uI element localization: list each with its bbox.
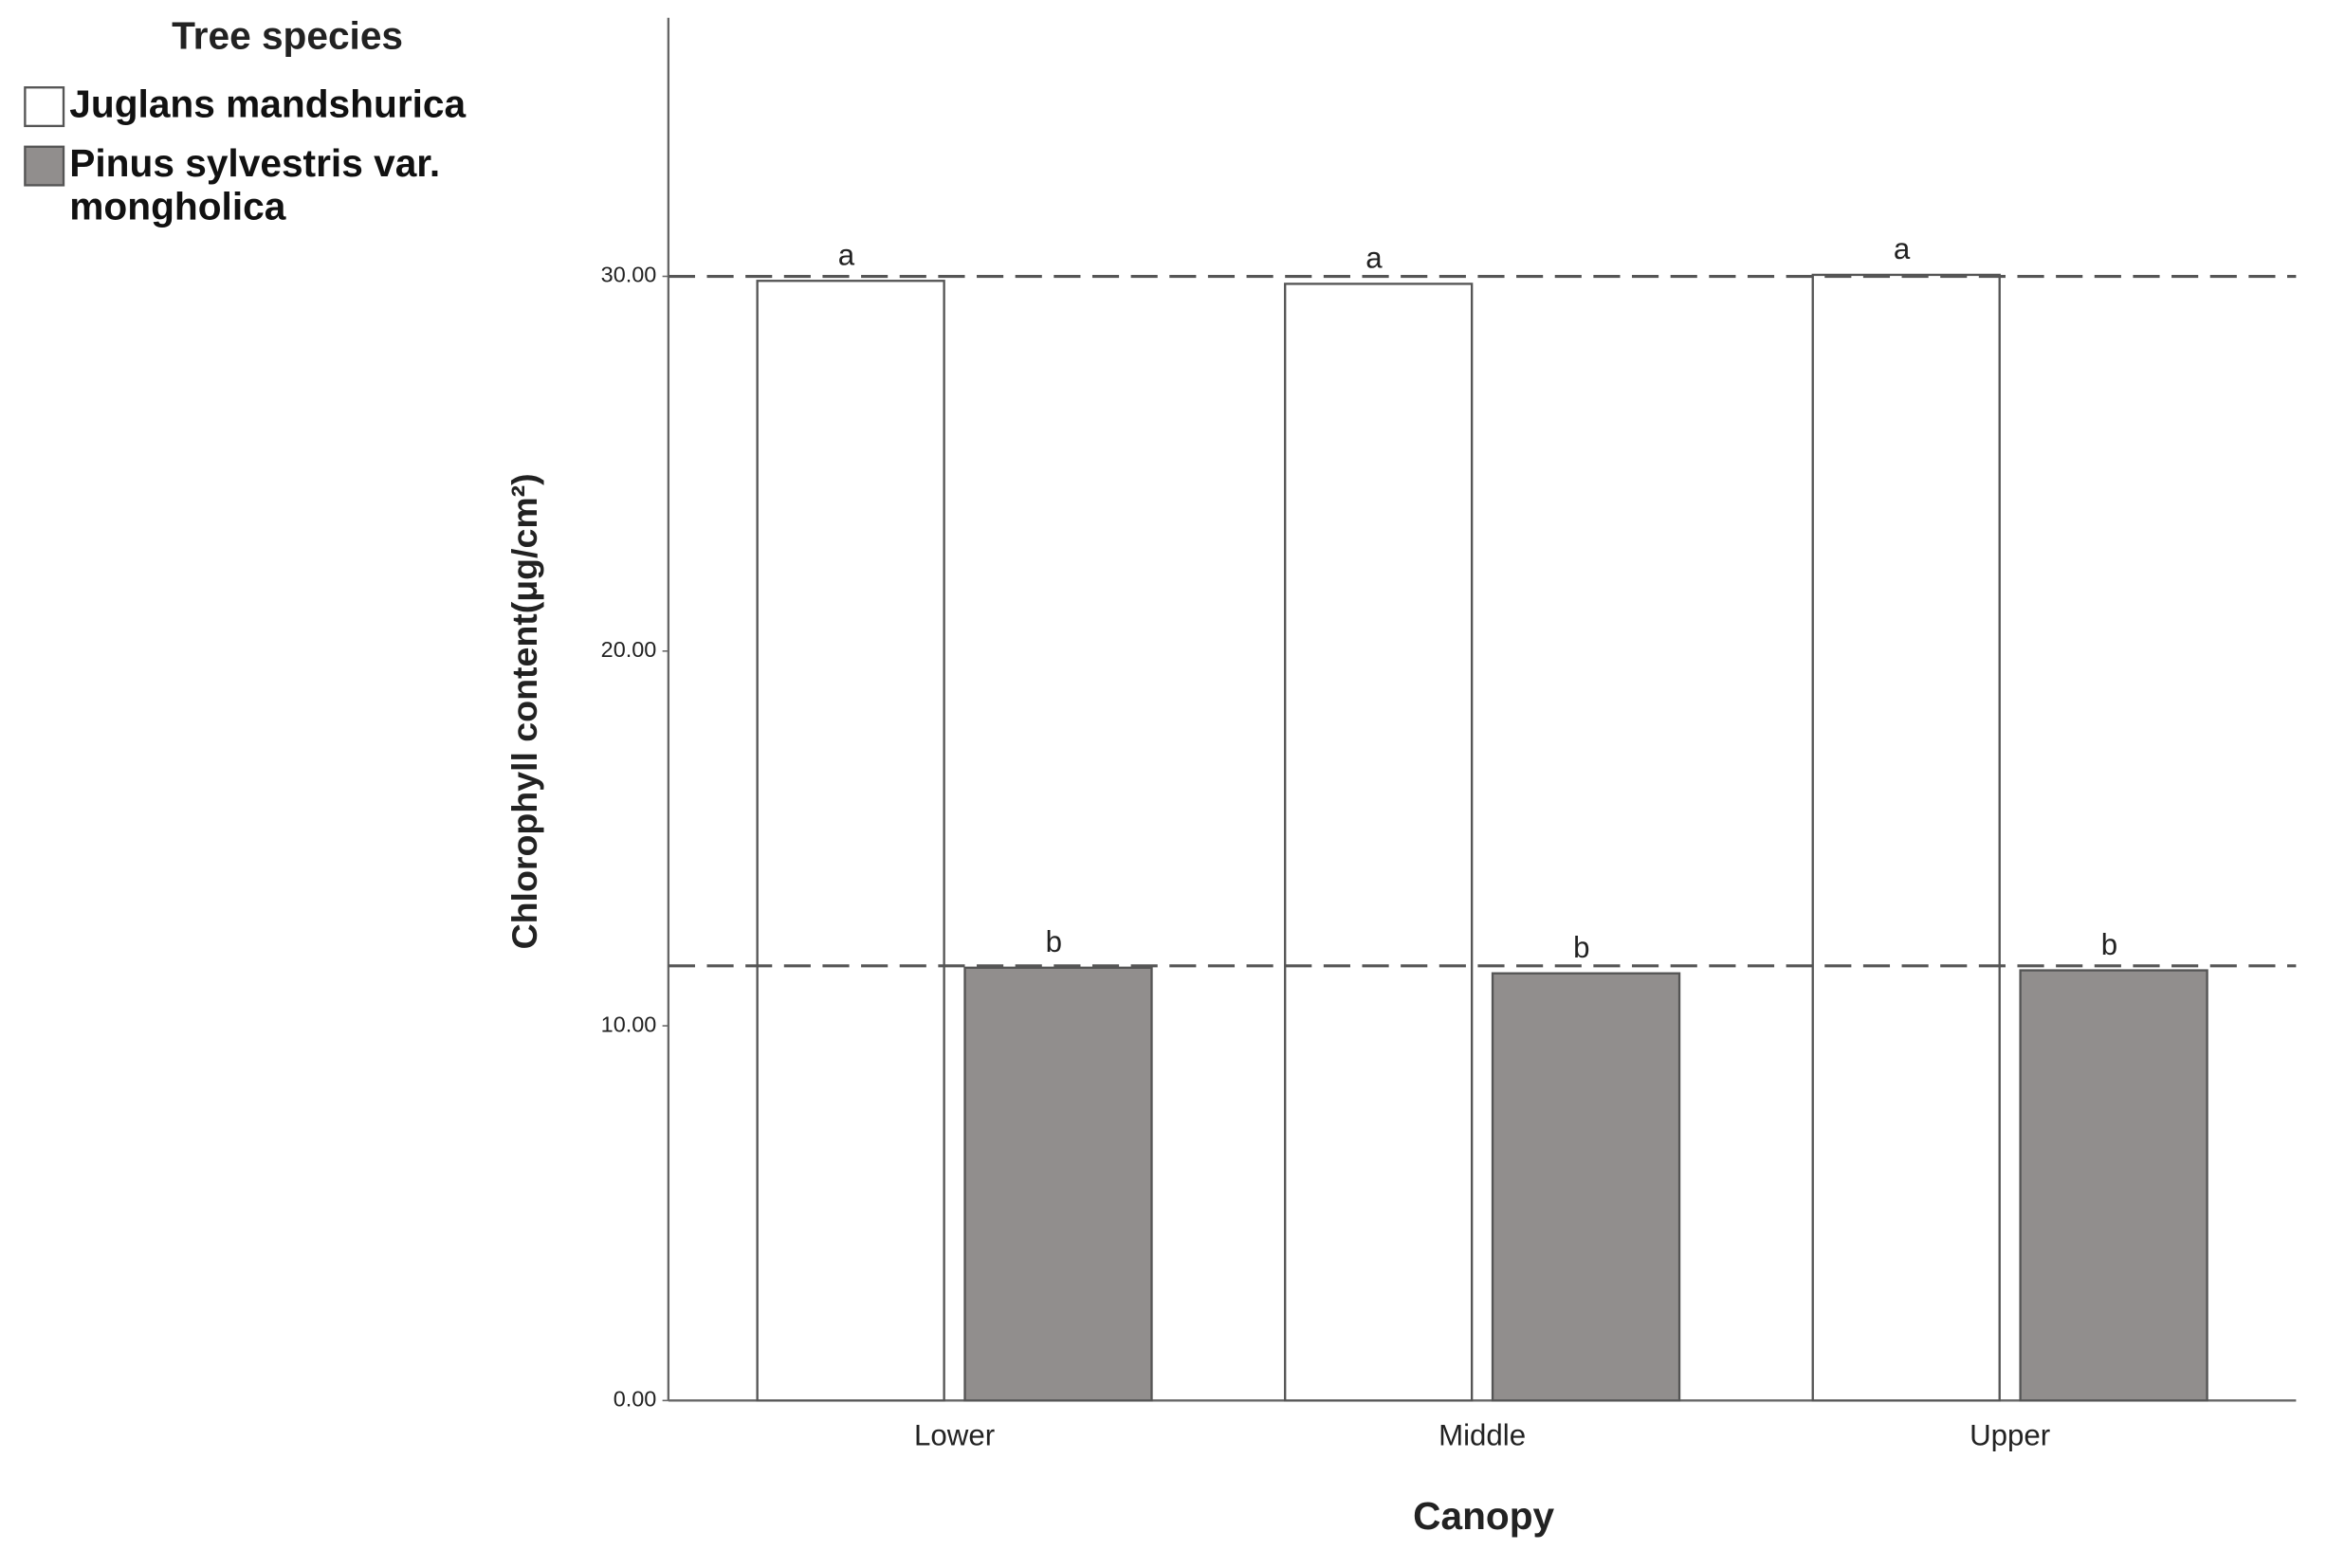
value-label: a <box>838 238 855 271</box>
x-axis-title: Canopy <box>1413 1494 1554 1538</box>
y-tick-label: 0.00 <box>614 1387 657 1412</box>
bar <box>1284 283 1474 1402</box>
legend-title: Tree species <box>172 13 403 57</box>
legend-label: Juglans mandshurica <box>69 82 467 126</box>
bar <box>963 966 1153 1402</box>
bar <box>1491 972 1681 1402</box>
bar <box>2019 969 2208 1402</box>
y-tick-label: 30.00 <box>601 263 657 287</box>
bar <box>756 280 945 1402</box>
x-tick-label: Middle <box>1438 1419 1526 1452</box>
x-tick-label: Lower <box>914 1419 995 1452</box>
legend-label-box: Pinus sylvestris var. mongholica <box>69 142 441 228</box>
bar <box>1811 273 2001 1402</box>
value-label: a <box>1365 242 1383 275</box>
value-label: a <box>1894 232 1911 265</box>
value-label: b <box>1573 931 1589 964</box>
value-label: b <box>1046 925 1062 958</box>
legend-swatch <box>24 145 65 187</box>
y-axis-title: Chlorophyll content(μg/cm²) <box>504 473 544 949</box>
x-tick-label: Upper <box>1970 1419 2050 1452</box>
legend-label-box: Juglans mandshurica <box>69 82 467 126</box>
y-tick-label: 10.00 <box>601 1012 657 1036</box>
value-label: b <box>2101 928 2117 961</box>
legend-swatch <box>24 86 65 128</box>
legend-label: Pinus sylvestris var. mongholica <box>69 142 441 228</box>
y-tick-label: 20.00 <box>601 637 657 662</box>
